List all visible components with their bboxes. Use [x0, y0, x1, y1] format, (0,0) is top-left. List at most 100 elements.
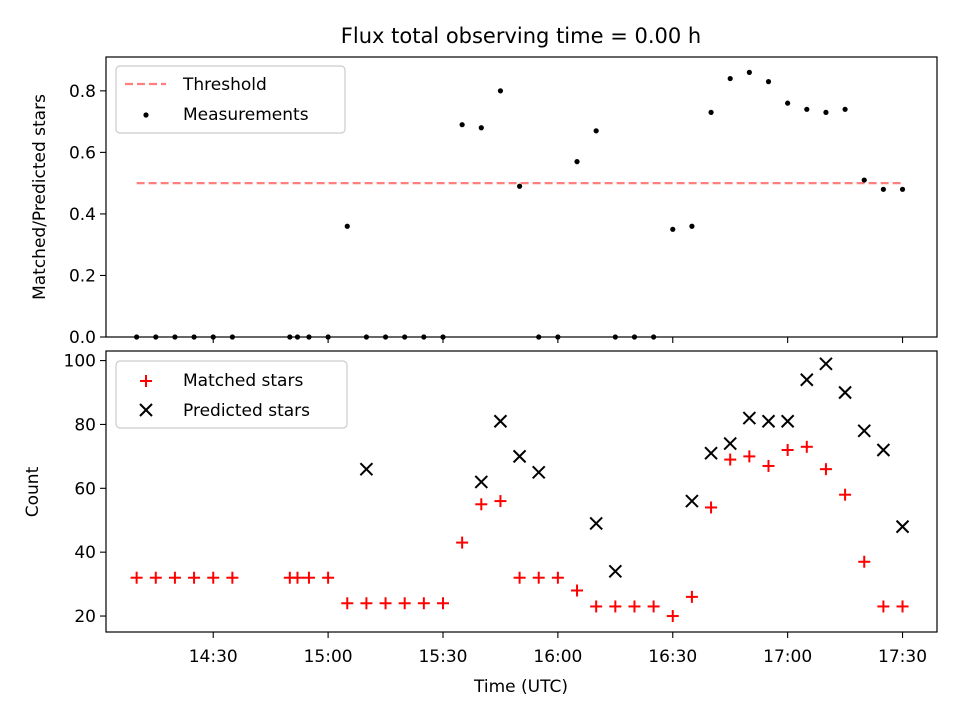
matched-star-point: [896, 600, 909, 613]
top-plot-area: [105, 56, 938, 338]
predicted-star-point: [761, 414, 776, 428]
predicted-star-point: [742, 411, 757, 425]
measurement-point: [880, 186, 886, 192]
matched-star-point: [743, 450, 756, 463]
measurement-point: [536, 334, 542, 340]
matched-star-point: [188, 571, 201, 584]
predicted-star-point: [493, 414, 508, 428]
matched-star-point: [130, 571, 143, 584]
predicted-star-point: [359, 462, 374, 476]
top-panel: 0.00.20.40.60.8 Matched/Predicted stars …: [30, 56, 938, 348]
matched-star-point: [494, 495, 507, 508]
measurement-point: [421, 334, 427, 340]
measurement-point: [823, 109, 829, 115]
matched-stars-series: [130, 440, 909, 623]
x-tick-label: 14:30: [189, 647, 238, 667]
predicted-star-point: [685, 494, 699, 508]
top-y-tick-label: 0.8: [69, 82, 96, 102]
predicted-stars-series: [359, 357, 910, 579]
matched-star-point: [762, 459, 775, 472]
measurement-point: [497, 88, 504, 94]
bottom-y-tick-label: 100: [64, 352, 96, 372]
matched-star-point: [322, 571, 335, 584]
predicted-stars-legend-label: Predicted stars: [183, 401, 310, 421]
bottom-y-tick-label: 80: [74, 415, 96, 435]
matched-star-point: [647, 600, 660, 613]
bottom-legend: Matched stars Predicted stars: [115, 360, 348, 429]
matched-star-point: [149, 571, 162, 584]
measurement-point: [382, 334, 389, 340]
measurement-point: [516, 183, 523, 189]
bottom-y-tick-label: 60: [74, 479, 96, 499]
measurement-point: [134, 334, 140, 340]
predicted-star-point: [895, 519, 910, 534]
predicted-star-point: [876, 443, 891, 457]
measurement-point: [804, 106, 810, 112]
matched-star-point: [590, 600, 603, 613]
predicted-star-point: [857, 424, 871, 438]
measurement-point: [459, 122, 465, 128]
matched-star-point: [800, 440, 813, 453]
bottom-y-axis-label: Count: [23, 466, 43, 517]
top-y-tick-label: 0.2: [69, 266, 96, 286]
measurement-point: [785, 100, 791, 106]
measurement-point: [402, 334, 408, 340]
matched-star-point: [819, 463, 832, 476]
matched-star-point: [666, 610, 679, 623]
x-tick-label: 17:30: [878, 647, 927, 667]
top-y-axis-label: Matched/Predicted stars: [30, 94, 50, 300]
measurement-point: [306, 334, 312, 340]
matched-star-point: [168, 571, 181, 584]
top-legend-box: [115, 65, 346, 134]
top-legend: Threshold Measurements: [115, 65, 346, 134]
matched-star-point: [724, 453, 737, 466]
measurement-point: [631, 334, 638, 340]
bottom-y-tick-label: 40: [74, 543, 96, 563]
matched-stars-legend-marker: [140, 375, 152, 387]
matched-star-point: [705, 501, 718, 514]
matched-star-point: [532, 571, 545, 584]
predicted-star-point: [780, 414, 795, 428]
matched-stars-legend-label: Matched stars: [183, 371, 303, 391]
measurement-point: [842, 106, 848, 112]
measurement-point: [325, 334, 331, 340]
measurement-point: [899, 186, 906, 192]
measurement-point: [746, 69, 752, 75]
matched-star-point: [360, 597, 373, 610]
matched-star-point: [398, 597, 411, 610]
measurement-point: [191, 334, 197, 340]
x-tick-label: 16:00: [533, 647, 582, 667]
measurement-point: [708, 109, 714, 115]
matched-star-point: [302, 571, 315, 584]
bottom-x-axis: 14:30 15:00 15:30 16:00 16:30 17:00 17:30: [189, 632, 927, 667]
measurement-point: [440, 334, 446, 340]
measurement-point: [153, 334, 159, 340]
measurement-point: [593, 128, 599, 134]
matched-star-point: [839, 488, 852, 501]
threshold-legend-label: Threshold: [182, 75, 267, 95]
matched-star-point: [436, 597, 449, 610]
predicted-star-point: [512, 449, 527, 464]
top-y-tick-label: 0.0: [69, 328, 96, 348]
x-tick-label: 17:00: [763, 647, 812, 667]
measurement-point: [574, 159, 580, 165]
predicted-star-point: [819, 357, 833, 371]
matched-star-point: [475, 498, 488, 511]
matched-star-point: [781, 443, 794, 456]
bottom-legend-box: [115, 360, 348, 429]
measurement-point: [765, 79, 772, 85]
top-y-tick-label: 0.4: [69, 205, 96, 225]
matched-star-point: [417, 597, 430, 610]
matched-star-point: [877, 600, 890, 613]
measurement-point: [727, 75, 733, 82]
measurement-point: [210, 334, 216, 340]
top-y-tick-label: 0.6: [69, 143, 96, 163]
matched-star-point: [207, 571, 220, 584]
measurements-legend-marker: [143, 112, 149, 118]
measurement-point: [478, 125, 484, 131]
predicted-star-point: [838, 385, 852, 400]
measurement-point: [670, 226, 676, 232]
bottom-plot-area: [105, 350, 938, 633]
measurement-point: [651, 334, 657, 340]
